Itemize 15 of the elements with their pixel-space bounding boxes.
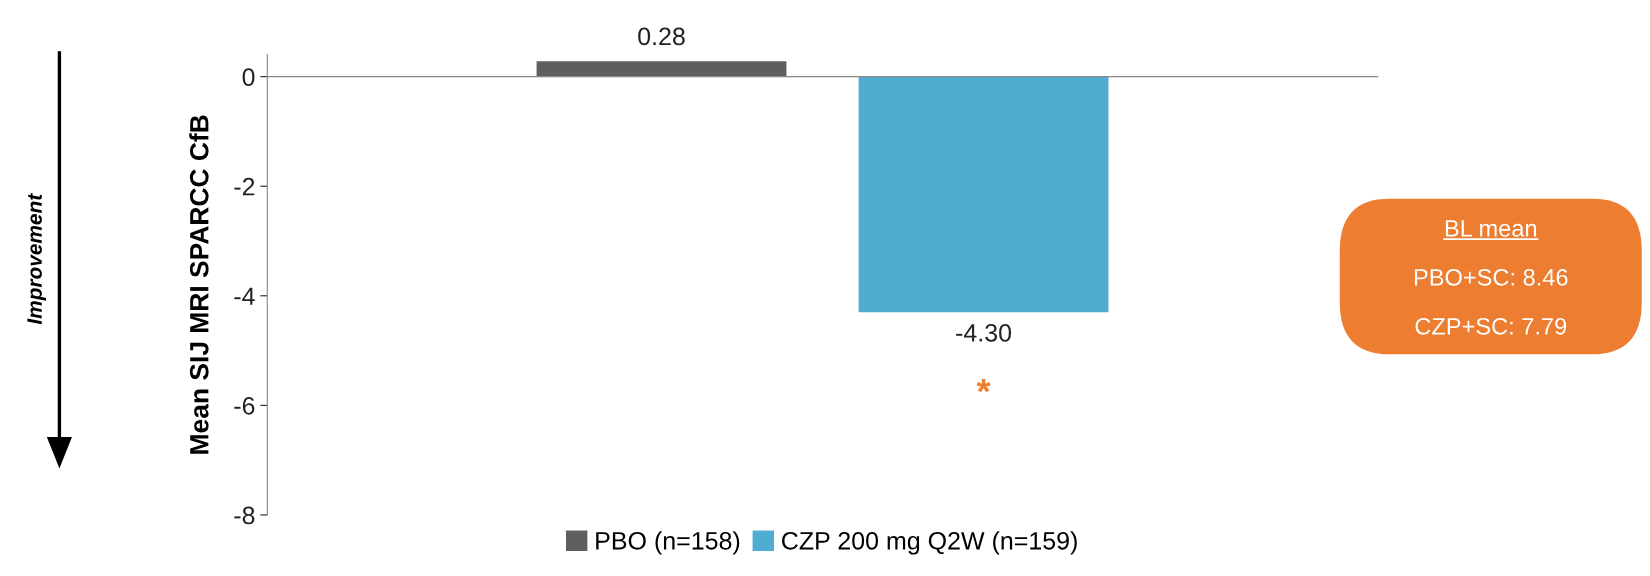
data-label: 0.28 — [638, 27, 685, 46]
legend-label: CZP 200 mg Q2W (n=159) — [782, 531, 1077, 555]
text: BL mean — [1445, 220, 1537, 237]
y-axis-title: Mean SIJ MRI SPARCC CfB — [189, 115, 209, 454]
text: PBO+SC: 8.46 — [1414, 268, 1568, 286]
text: Improvement — [27, 193, 47, 325]
y-tick-label: -2 — [234, 177, 255, 196]
legend-label: PBO (n=158) — [596, 531, 740, 555]
y-tick-label: -8 — [234, 506, 255, 525]
annotation: * — [976, 378, 991, 393]
y-tick-label: -6 — [234, 396, 255, 415]
y-tick-label: 0 — [242, 68, 255, 86]
y-tick-label: -4 — [234, 287, 255, 305]
text: CZP+SC: 7.79 — [1415, 317, 1567, 335]
data-label: -4.30 — [956, 324, 1012, 342]
